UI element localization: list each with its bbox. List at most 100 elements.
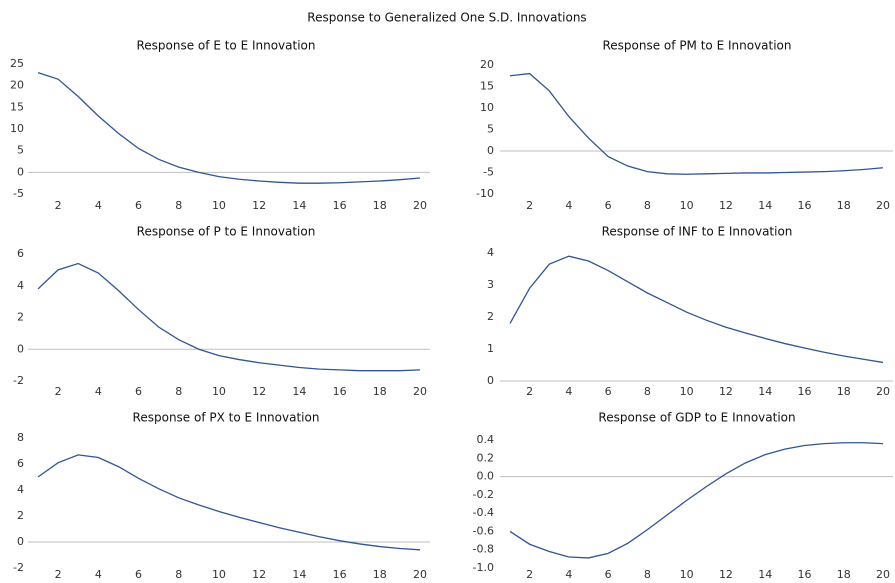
y-tick-label: 0.0: [477, 470, 495, 483]
x-tick-label: 20: [413, 199, 427, 212]
y-tick-label: 2: [17, 509, 24, 522]
y-tick-label: 0: [487, 374, 494, 387]
x-tick-label: 6: [135, 568, 142, 581]
chart-title: Response of E to E Innovation: [136, 39, 315, 53]
y-tick-label: -2: [13, 561, 24, 574]
x-tick-label: 2: [55, 199, 62, 212]
chart-grid: Response to Generalized One S.D. Innovat…: [0, 0, 895, 583]
x-tick-label: 12: [719, 199, 733, 212]
x-tick-label: 20: [413, 568, 427, 581]
x-tick-label: 6: [605, 199, 612, 212]
y-tick-label: 20: [480, 58, 494, 71]
y-tick-label: 0: [17, 165, 24, 178]
line: [38, 455, 420, 550]
x-tick-label: 18: [373, 199, 387, 212]
x-tick-label: 2: [526, 568, 533, 581]
x-tick-label: 6: [605, 385, 612, 398]
y-tick-label: 10: [480, 101, 494, 114]
line: [38, 264, 420, 371]
x-tick-label: 18: [837, 568, 851, 581]
x-tick-label: 14: [758, 385, 772, 398]
line: [38, 73, 420, 184]
chart-title: Response of PM to E Innovation: [602, 39, 791, 53]
y-tick-label: 0.2: [477, 451, 495, 464]
y-tick-label: -5: [483, 166, 494, 179]
x-tick-label: 4: [95, 385, 102, 398]
x-tick-label: 4: [565, 199, 572, 212]
x-tick-label: 14: [292, 199, 306, 212]
x-tick-label: 16: [797, 385, 811, 398]
line: [510, 443, 883, 558]
x-tick-label: 16: [797, 199, 811, 212]
x-tick-label: 16: [797, 568, 811, 581]
x-tick-label: 10: [680, 568, 694, 581]
y-tick-label: 0: [487, 144, 494, 157]
chart-title: Response of INF to E Innovation: [602, 225, 793, 239]
y-tick-label: -5: [13, 187, 24, 200]
x-tick-label: 18: [837, 199, 851, 212]
x-tick-label: 6: [135, 385, 142, 398]
y-tick-label: 3: [487, 278, 494, 291]
x-tick-label: 8: [175, 199, 182, 212]
y-tick-label: 4: [17, 483, 24, 496]
y-tick-label: 4: [17, 279, 24, 292]
main-title: Response to Generalized One S.D. Innovat…: [307, 11, 586, 25]
x-tick-label: 8: [175, 385, 182, 398]
x-tick-label: 16: [333, 385, 347, 398]
y-tick-label: 6: [17, 457, 24, 470]
x-tick-label: 4: [95, 568, 102, 581]
x-tick-label: 12: [252, 385, 266, 398]
chart-title: Response of PX to E Innovation: [133, 411, 320, 425]
x-tick-label: 20: [876, 385, 890, 398]
x-tick-label: 8: [175, 568, 182, 581]
y-tick-label: 1: [487, 342, 494, 355]
x-tick-label: 12: [719, 385, 733, 398]
x-tick-label: 16: [333, 199, 347, 212]
x-tick-label: 18: [373, 568, 387, 581]
line: [510, 74, 883, 175]
chart-title: Response of P to E Innovation: [137, 225, 316, 239]
x-tick-label: 8: [644, 568, 651, 581]
x-tick-label: 10: [680, 385, 694, 398]
y-tick-label: -0.2: [473, 488, 494, 501]
x-tick-label: 10: [212, 199, 226, 212]
y-tick-label: 10: [10, 122, 24, 135]
x-tick-label: 20: [876, 199, 890, 212]
x-tick-label: 20: [413, 385, 427, 398]
y-tick-label: 5: [17, 144, 24, 157]
x-tick-label: 10: [680, 199, 694, 212]
x-tick-label: 6: [135, 199, 142, 212]
x-tick-label: 4: [95, 199, 102, 212]
y-tick-label: 2: [487, 310, 494, 323]
y-tick-label: -0.6: [473, 524, 494, 537]
chart-title: Response of GDP to E Innovation: [598, 411, 795, 425]
y-tick-label: 0.4: [477, 433, 495, 446]
y-tick-label: 15: [10, 100, 24, 113]
y-tick-label: 6: [17, 247, 24, 260]
y-tick-label: 20: [10, 79, 24, 92]
x-tick-label: 14: [758, 568, 772, 581]
y-tick-label: -1.0: [473, 561, 494, 574]
x-tick-label: 8: [644, 199, 651, 212]
x-tick-label: 10: [212, 568, 226, 581]
x-tick-label: 2: [526, 385, 533, 398]
y-tick-label: 0: [17, 535, 24, 548]
y-tick-label: 4: [487, 246, 494, 259]
x-tick-label: 12: [252, 568, 266, 581]
x-tick-label: 14: [292, 568, 306, 581]
y-tick-label: -0.4: [473, 506, 494, 519]
x-tick-label: 6: [605, 568, 612, 581]
x-tick-label: 10: [212, 385, 226, 398]
x-tick-label: 18: [837, 385, 851, 398]
x-tick-label: 14: [758, 199, 772, 212]
x-tick-label: 2: [55, 385, 62, 398]
y-tick-label: 25: [10, 57, 24, 70]
x-tick-label: 20: [876, 568, 890, 581]
y-tick-label: -0.8: [473, 543, 494, 556]
x-tick-label: 14: [292, 385, 306, 398]
line: [510, 256, 883, 362]
y-tick-label: 15: [480, 80, 494, 93]
x-tick-label: 12: [252, 199, 266, 212]
y-tick-label: -10: [476, 187, 494, 200]
y-tick-label: 8: [17, 431, 24, 444]
